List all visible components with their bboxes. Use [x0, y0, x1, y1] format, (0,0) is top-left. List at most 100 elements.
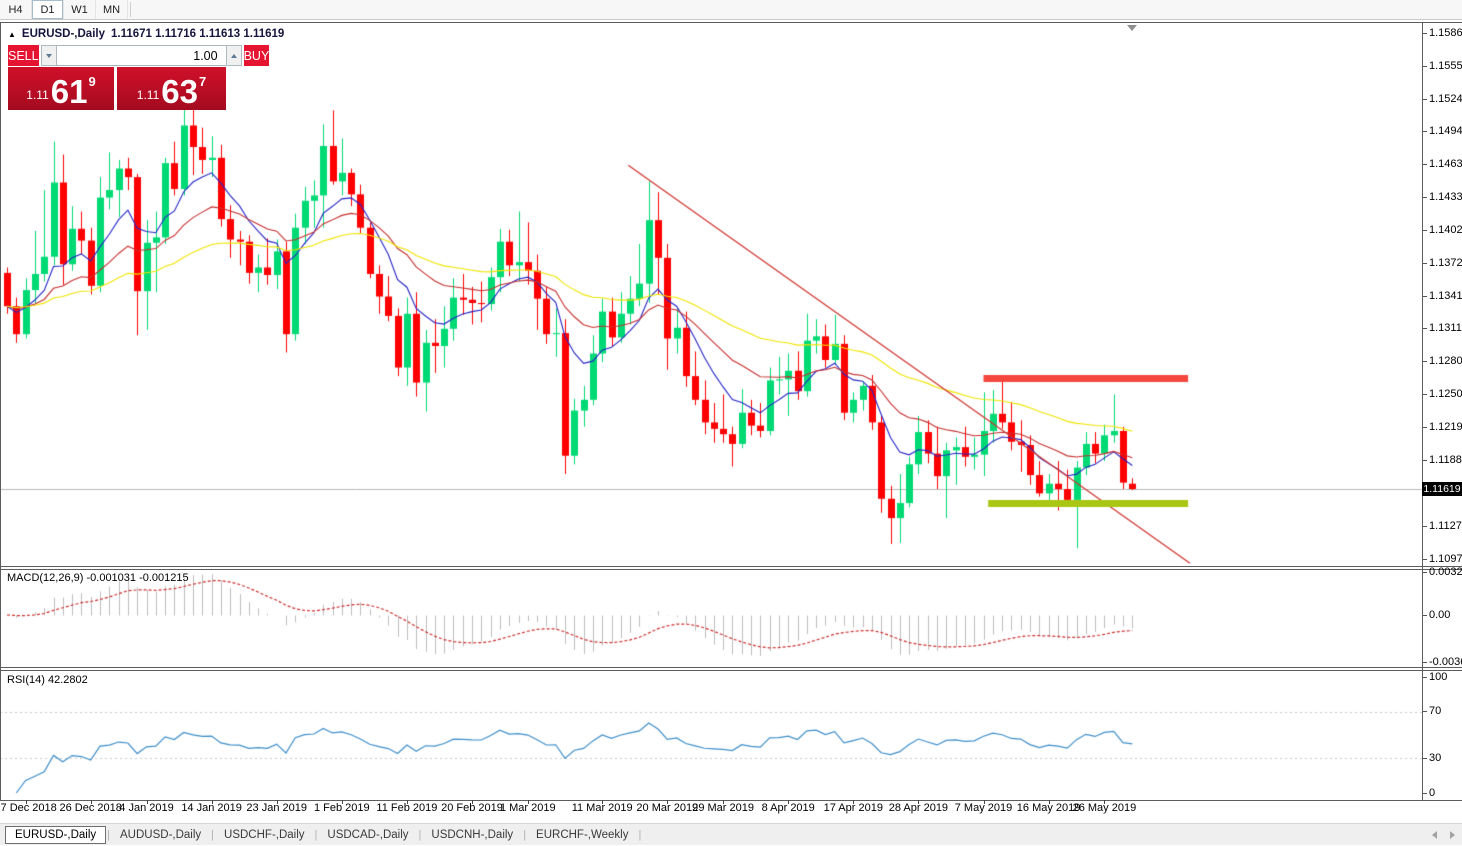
chart-tab-usdcad[interactable]: USDCAD-,Daily: [327, 828, 409, 841]
chart-tab-audusd[interactable]: AUDUSD-,Daily: [120, 828, 202, 841]
volume-input[interactable]: [56, 45, 226, 66]
tab-separator: |: [211, 828, 215, 841]
chart-tab-usdcnh[interactable]: USDCNH-,Daily: [431, 828, 514, 841]
sell-price-tile[interactable]: 1.11 61 9: [8, 67, 114, 110]
axis-separator-line: [1422, 22, 1423, 800]
tabs-scroll-right-button[interactable]: [1450, 831, 1455, 839]
right-axis-column[interactable]: 1.15860 1.15550 1.15245 1.14940 1.14635 1.143…: [1422, 0, 1462, 812]
tab-separator: |: [523, 828, 527, 841]
buy-price-tile[interactable]: 1.11 63 7: [117, 67, 226, 110]
timeframe-toolbar: H4 D1 W1 MN: [0, 0, 1462, 20]
sell-price-big: 61: [50, 73, 88, 110]
price-axis-label: 1.13720: [1423, 257, 1462, 269]
volume-spinner: [40, 45, 242, 66]
timeframe-button-d1[interactable]: D1: [32, 0, 64, 19]
rsi-axis-label: 70: [1422, 705, 1442, 718]
toolbar-divider: [130, 2, 131, 17]
chart-shift-marker[interactable]: [1127, 25, 1137, 31]
date-axis-label: 17 Dec 2018: [0, 802, 57, 814]
rsi-indicator-label: RSI(14) 42.2802: [7, 674, 88, 686]
date-axis-label: 7 May 2019: [954, 802, 1013, 814]
rsi-panel-canvas[interactable]: [0, 671, 1422, 799]
macd-rsi-splitter[interactable]: [0, 667, 1462, 668]
date-axis-label: 26 Dec 2018: [59, 802, 122, 814]
price-axis-label: 1.15550: [1423, 60, 1462, 72]
date-axis-label: 1 Mar 2019: [499, 802, 556, 814]
price-axis-label: 1.14940: [1423, 125, 1462, 137]
rsi-axis-label: 30: [1422, 751, 1442, 764]
buy-price-prefix: 1.11: [136, 88, 160, 102]
rsi-axis-label: 0: [1422, 786, 1436, 799]
price-axis-label: 1.15245: [1423, 93, 1462, 105]
volume-increment-button[interactable]: [225, 45, 242, 66]
price-axis-label: 1.15860: [1423, 27, 1462, 39]
date-axis-label: 17 Apr 2019: [823, 802, 883, 814]
price-axis-label: 1.11275: [1423, 520, 1462, 532]
date-axis-tick: [1048, 800, 1050, 804]
timeframe-button-w1[interactable]: W1: [64, 0, 96, 19]
sell-price-pipette: 9: [88, 74, 96, 89]
price-axis-label: 1.11885: [1423, 454, 1462, 466]
price-macd-splitter[interactable]: [0, 566, 1462, 567]
date-axis-tick: [667, 800, 669, 804]
date-axis-label: 28 Apr 2019: [888, 802, 949, 814]
tabs-scroll-left-button[interactable]: [1432, 831, 1437, 839]
price-axis-label: 1.13415: [1423, 290, 1462, 302]
current-price-tag: 1.11619: [1422, 482, 1462, 497]
date-axis-label: 11 Feb 2019: [376, 802, 438, 814]
date-axis-label: 26 May 2019: [1072, 802, 1137, 814]
macd-panel-top-border: [0, 569, 1462, 570]
chart-title: ▲ EURUSD-,Daily 1.11671 1.11716 1.11613 …: [8, 28, 284, 40]
buy-price-pipette: 7: [198, 74, 207, 89]
price-axis-label: 1.14330: [1423, 191, 1462, 203]
tab-separator: |: [314, 828, 318, 841]
date-axis-tick: [211, 800, 213, 804]
timeframe-button-h4[interactable]: H4: [0, 0, 32, 19]
tab-separator: |: [107, 828, 111, 841]
date-axis-label: 4 Jan 2019: [119, 802, 174, 814]
tab-separator: |: [638, 828, 642, 841]
one-click-trading-widget: SELL BUY 1.11 61 9 1.11 63 7: [8, 45, 270, 110]
date-axis-tick: [25, 800, 27, 804]
rsi-panel-bottom-border: [0, 800, 1462, 801]
price-chart-canvas[interactable]: [0, 22, 1422, 566]
date-axis-label: 14 Jan 2019: [181, 802, 242, 814]
chart-tab-bar: EURUSD-,Daily | AUDUSD-,Daily | USDCHF-,Dail…: [0, 823, 1462, 845]
tab-scroll-controls: [1432, 831, 1455, 839]
price-axis-label: 1.14025: [1423, 224, 1462, 236]
volume-decrement-button[interactable]: [40, 45, 57, 66]
price-axis-label: 1.13110: [1423, 322, 1462, 334]
date-axis-tick: [276, 800, 278, 804]
symbol-collapse-icon: ▲: [8, 29, 16, 39]
date-axis-tick: [1104, 800, 1106, 804]
buy-button[interactable]: BUY: [243, 45, 270, 66]
date-axis-tick: [341, 800, 343, 804]
macd-axis-label: -0.003659: [1423, 656, 1462, 668]
tab-separator: |: [418, 828, 422, 841]
timeframe-button-mn[interactable]: MN: [96, 0, 128, 19]
date-axis-tick: [723, 800, 725, 804]
sell-button[interactable]: SELL: [8, 45, 39, 66]
chart-tab-eurchf[interactable]: EURCHF-,Weekly: [536, 828, 629, 841]
rsi-axis-label: 100: [1422, 670, 1448, 683]
date-axis-label: 20 Feb 2019: [441, 802, 503, 814]
date-axis-label: 11 Mar 2019: [571, 802, 633, 814]
price-panel-top-border: [0, 22, 1462, 23]
chart-tab-eurusd[interactable]: EURUSD-,Daily: [5, 825, 107, 844]
macd-indicator-label: MACD(12,26,9) -0.001031 -0.001215: [7, 572, 189, 584]
chart-tab-usdchf[interactable]: USDCHF-,Daily: [224, 828, 305, 841]
date-axis-tick: [406, 800, 408, 804]
chart-title-ohlc: 1.11671 1.11716 1.11613 1.11619: [111, 28, 285, 40]
macd-panel-canvas[interactable]: [0, 570, 1422, 666]
buy-price-big: 63: [161, 73, 198, 110]
date-axis-tick: [853, 800, 855, 804]
date-axis-tick: [983, 800, 985, 804]
rsi-panel-top-border: [0, 670, 1462, 671]
date-axis-tick: [602, 800, 604, 804]
date-axis-label: 1 Feb 2019: [313, 802, 370, 814]
price-axis-label: 1.14635: [1423, 158, 1462, 170]
macd-axis-label: 0.00: [1422, 608, 1451, 621]
price-axis-label: 1.12195: [1423, 421, 1462, 433]
